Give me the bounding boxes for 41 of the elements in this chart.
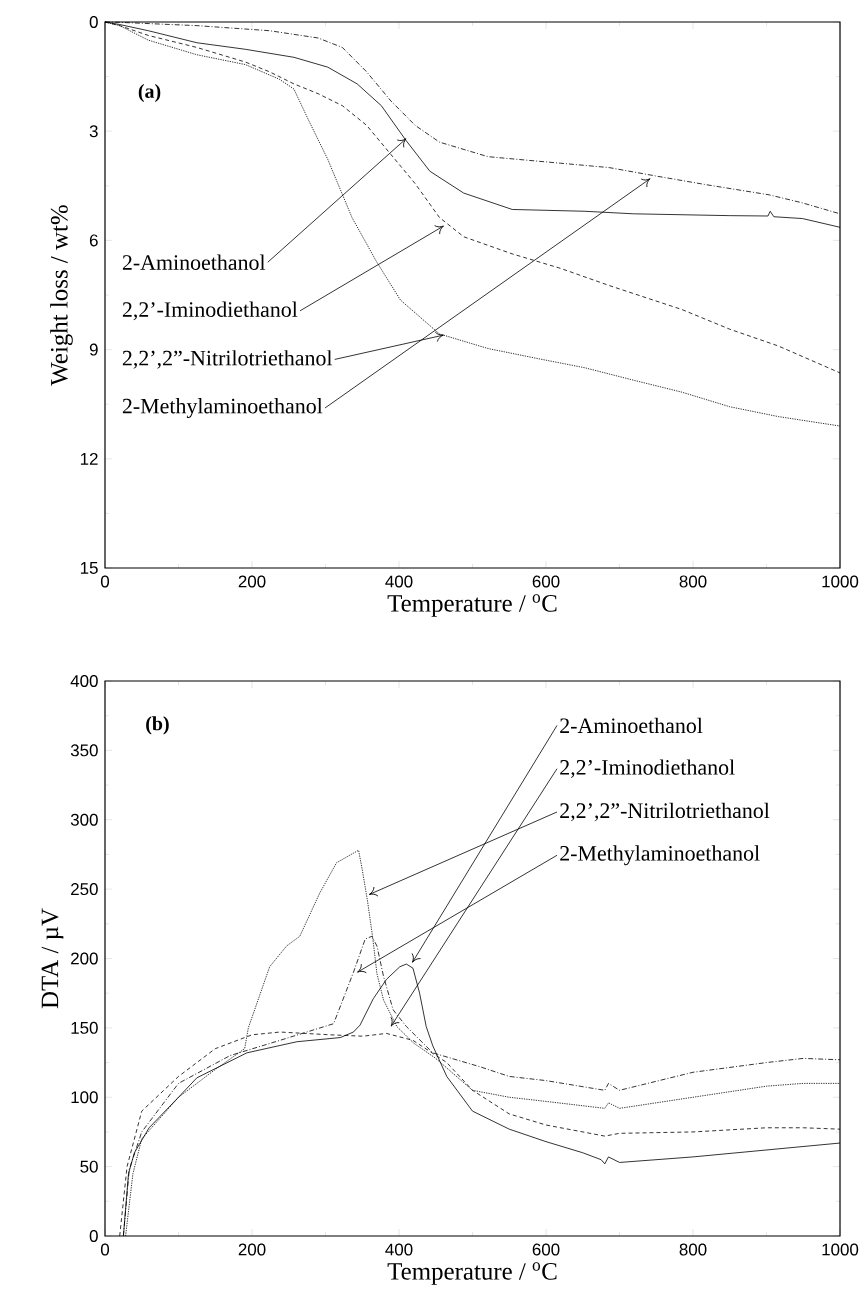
y-tick-label: 300	[70, 813, 98, 826]
y-tick-label: 3	[89, 125, 98, 138]
x-axis-title: Temperature / $^{o}$C	[387, 594, 557, 617]
annotation: 2-Methylaminoethanol	[122, 398, 323, 418]
x-tick-label: 1000	[822, 575, 859, 588]
y-tick-label: 100	[71, 1091, 98, 1104]
annotation: 2-Methylaminoethanol	[560, 845, 760, 866]
x-axis-title: Temperature / $^{o}$C	[387, 1262, 557, 1285]
x-tick-label: 400	[385, 575, 413, 588]
y-axis-title: DTA / µV	[41, 908, 64, 1009]
y-tick-label: 200	[71, 952, 98, 965]
y-tick-label: 15	[80, 562, 98, 574]
annotation: 2-Aminoethanol	[122, 254, 266, 270]
y-tick-label: 0	[89, 1230, 98, 1242]
y-tick-label: 150	[71, 1021, 98, 1034]
x-tick-label: 200	[238, 575, 266, 588]
y-axis-title: Weight loss / wt%	[50, 205, 73, 386]
annotation: (a)	[138, 83, 161, 102]
y-tick-label: 350	[70, 744, 98, 757]
x-tick-label: 1000	[822, 1243, 859, 1256]
x-tick-label: 200	[238, 1243, 266, 1256]
y-tick-label: 400	[70, 675, 98, 687]
annotation: 2,2’,2”-Nitrilotriethanol	[122, 350, 333, 369]
annotation: 2,2’-Iminodiethanol	[560, 759, 735, 778]
x-tick-label: 0	[100, 575, 110, 588]
y-tick-label: 50	[80, 1160, 98, 1173]
annotation: 2,2’-Iminodiethanol	[122, 301, 298, 321]
y-tick-label: 6	[89, 234, 98, 247]
y-tick-label: 9	[89, 343, 98, 356]
annotation: 2-Aminoethanol	[560, 717, 703, 734]
x-tick-label: 600	[532, 1243, 560, 1256]
annotation: 2,2’,2”-Nitrilotriethanol	[560, 802, 770, 822]
x-tick-label: 0	[100, 1243, 110, 1256]
x-tick-label: 800	[679, 1243, 707, 1256]
x-tick-label: 800	[679, 575, 707, 588]
y-tick-label: 12	[80, 452, 98, 465]
y-tick-label: 250	[71, 883, 98, 896]
annotation: (b)	[146, 716, 169, 735]
x-tick-label: 600	[532, 575, 560, 588]
y-tick-label: 0	[89, 15, 98, 28]
x-tick-label: 400	[385, 1243, 413, 1256]
